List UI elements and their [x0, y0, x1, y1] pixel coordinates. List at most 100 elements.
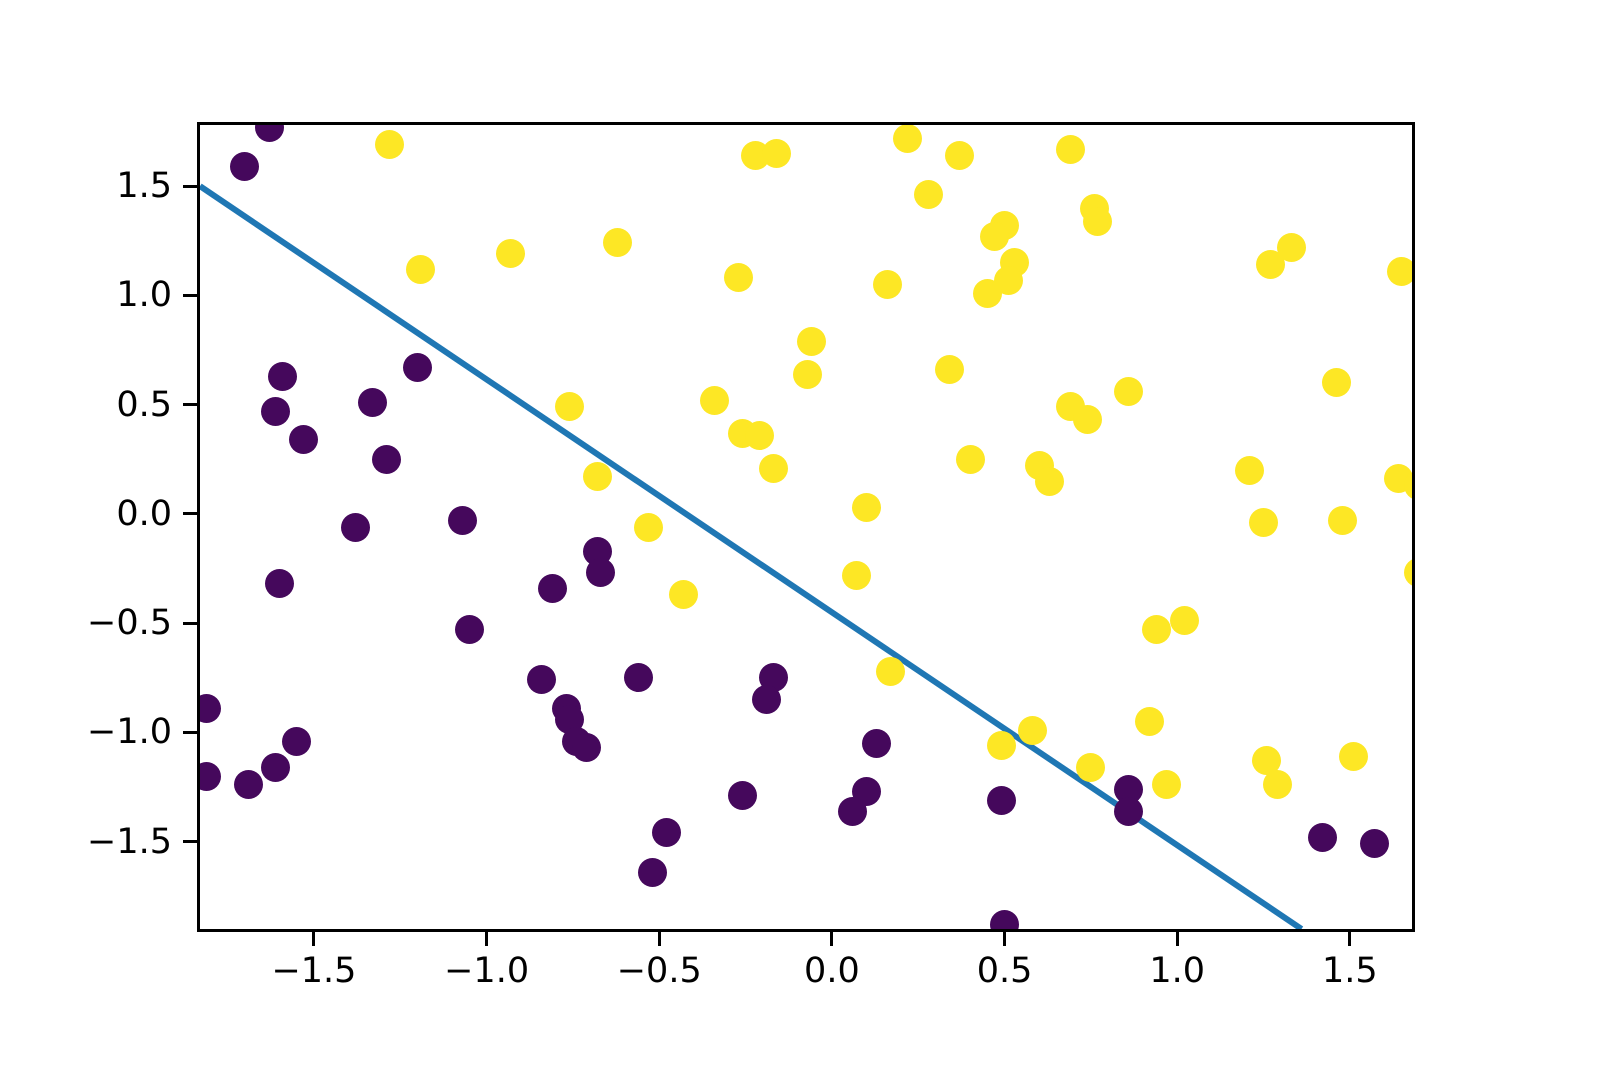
scatter-point-class-1-yellow [634, 512, 664, 542]
x-tick-mark [830, 932, 834, 946]
scatter-point-class-0-purple [1307, 822, 1337, 852]
scatter-point-class-1-yellow [796, 326, 826, 356]
scatter-point-class-0-purple [447, 505, 477, 535]
scatter-point-class-1-yellow [1017, 715, 1047, 745]
y-tick-label: 1.0 [116, 275, 172, 316]
y-tick-mark [183, 403, 197, 407]
scatter-point-class-0-purple [651, 818, 681, 848]
scatter-point-class-0-purple [537, 573, 567, 603]
scatter-point-class-1-yellow [1235, 455, 1265, 485]
scatter-point-class-1-yellow [851, 492, 881, 522]
scatter-point-class-1-yellow [582, 462, 612, 492]
scatter-point-class-1-yellow [872, 269, 902, 299]
y-tick-mark [183, 293, 197, 297]
scatter-point-class-1-yellow [876, 656, 906, 686]
y-tick-mark [183, 184, 197, 188]
scatter-point-class-1-yellow [699, 385, 729, 415]
x-tick-label: 1.5 [1322, 951, 1378, 991]
x-tick-label: 0.0 [804, 951, 860, 991]
scatter-point-class-0-purple [572, 733, 602, 763]
x-tick-label: 0.5 [976, 951, 1033, 991]
scatter-point-class-1-yellow [1076, 752, 1106, 782]
scatter-point-class-0-purple [1359, 829, 1389, 859]
scatter-point-class-1-yellow [972, 278, 1002, 308]
scatter-point-class-1-yellow [1321, 368, 1351, 398]
scatter-point-class-1-yellow [955, 444, 985, 474]
scatter-point-class-0-purple [340, 512, 370, 542]
scatter-point-class-0-purple [838, 796, 868, 826]
scatter-point-class-0-purple [624, 663, 654, 693]
scatter-point-class-1-yellow [945, 141, 975, 171]
scatter-point-class-1-yellow [744, 420, 774, 450]
y-tick-mark [183, 512, 197, 516]
scatter-point-class-0-purple [268, 361, 298, 391]
scatter-point-class-0-purple [264, 569, 294, 599]
y-tick-label: 1.5 [116, 166, 172, 207]
scatter-point-class-1-yellow [724, 263, 754, 293]
scatter-point-class-0-purple [254, 125, 284, 142]
x-tick-mark [1003, 932, 1007, 946]
scatter-point-class-0-purple [200, 693, 222, 723]
scatter-point-class-0-purple [261, 752, 291, 782]
scatter-point-class-0-purple [282, 726, 312, 756]
scatter-point-class-0-purple [454, 615, 484, 645]
scatter-point-class-1-yellow [375, 130, 405, 160]
scatter-point-class-1-yellow [1135, 706, 1165, 736]
scatter-point-class-1-yellow [758, 453, 788, 483]
scatter-point-class-0-purple [990, 910, 1020, 929]
scatter-point-class-1-yellow [496, 239, 526, 269]
scatter-point-class-0-purple [751, 685, 781, 715]
y-tick-mark [183, 840, 197, 844]
scatter-point-class-1-yellow [1262, 770, 1292, 800]
scatter-point-class-1-yellow [793, 359, 823, 389]
scatter-point-class-0-purple [403, 353, 433, 382]
scatter-point-class-1-yellow [914, 180, 944, 210]
scatter-point-class-1-yellow [1387, 256, 1412, 286]
scatter-point-class-0-purple [200, 761, 222, 791]
scatter-point-class-0-purple [230, 152, 260, 181]
scatter-point-class-1-yellow [893, 125, 923, 153]
x-tick-label: 1.0 [1149, 951, 1206, 991]
scatter-point-class-1-yellow [762, 138, 792, 168]
scatter-point-class-1-yellow [1404, 558, 1412, 588]
scatter-point-class-1-yellow [1034, 466, 1064, 496]
scatter-point-class-0-purple [358, 387, 388, 417]
plot-area [197, 122, 1415, 932]
decision-boundary-line [200, 183, 1304, 929]
y-tick-label: −0.5 [87, 603, 172, 644]
scatter-point-class-0-purple [371, 444, 401, 474]
y-tick-label: 0.0 [116, 493, 172, 534]
scatter-point-class-1-yellow [1404, 470, 1412, 500]
scatter-point-class-0-purple [289, 425, 319, 455]
x-tick-label: −1.5 [271, 951, 357, 991]
scatter-point-class-0-purple [261, 396, 291, 426]
scatter-point-class-1-yellow [554, 392, 584, 422]
scatter-point-class-1-yellow [1114, 377, 1144, 407]
scatter-point-class-1-yellow [1328, 505, 1358, 535]
scatter-point-class-1-yellow [1055, 134, 1085, 164]
scatter-point-class-1-yellow [1152, 770, 1182, 800]
scatter-point-class-1-yellow [1083, 206, 1113, 236]
scatter-point-class-1-yellow [934, 355, 964, 385]
scatter-point-class-0-purple [727, 781, 757, 811]
y-tick-label: 0.5 [116, 384, 172, 425]
scatter-point-class-0-purple [586, 558, 616, 588]
scatter-point-class-1-yellow [1249, 508, 1279, 538]
scatter-point-class-1-yellow [841, 560, 871, 590]
scatter-point-class-1-yellow [1338, 741, 1368, 771]
scatter-point-class-0-purple [986, 785, 1016, 815]
scatter-point-class-1-yellow [603, 228, 633, 258]
x-tick-mark [312, 932, 316, 946]
x-tick-label: −0.5 [616, 951, 702, 991]
scatter-point-class-1-yellow [979, 221, 1009, 251]
scatter-point-class-1-yellow [1276, 232, 1306, 262]
y-tick-mark [183, 621, 197, 625]
scatter-point-class-1-yellow [406, 254, 436, 284]
x-tick-mark [657, 932, 661, 946]
scatter-point-class-0-purple [527, 665, 557, 695]
x-tick-mark [1175, 932, 1179, 946]
scatter-point-class-0-purple [637, 857, 667, 887]
y-tick-label: −1.5 [87, 821, 172, 862]
plot-inner [200, 125, 1412, 929]
